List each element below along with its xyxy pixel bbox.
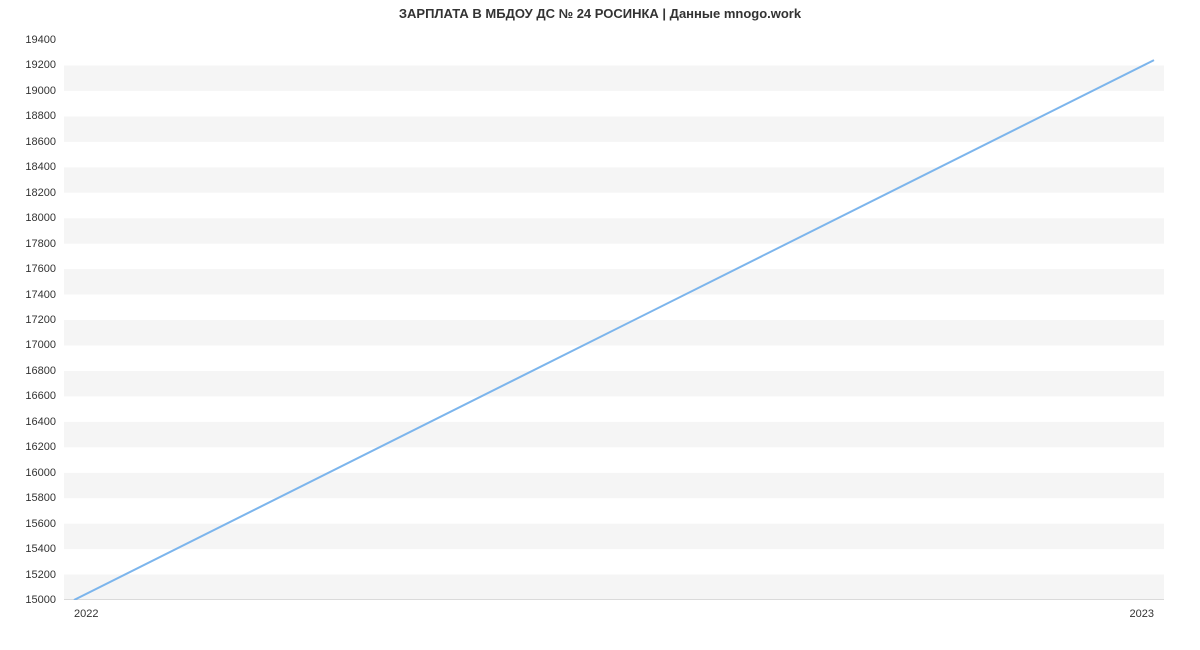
y-tick-label: 19000 — [25, 85, 56, 97]
y-tick-label: 16400 — [25, 416, 56, 428]
y-tick-label: 18000 — [25, 212, 56, 224]
y-tick-label: 18600 — [25, 136, 56, 148]
y-tick-label: 17600 — [25, 263, 56, 275]
x-axis-labels: 2022 2023 — [64, 604, 1164, 624]
y-tick-label: 15800 — [25, 492, 56, 504]
y-tick-label: 16000 — [25, 467, 56, 479]
x-tick-label: 2023 — [1130, 608, 1154, 620]
y-tick-label: 15400 — [25, 543, 56, 555]
y-tick-label: 18200 — [25, 187, 56, 199]
y-tick-label: 16600 — [25, 390, 56, 402]
y-tick-label: 18400 — [25, 161, 56, 173]
y-tick-label: 15600 — [25, 518, 56, 530]
y-tick-label: 16800 — [25, 365, 56, 377]
y-tick-label: 16200 — [25, 441, 56, 453]
chart-container: ЗАРПЛАТА В МБДОУ ДС № 24 РОСИНКА | Данны… — [0, 0, 1200, 650]
y-tick-label: 15200 — [25, 569, 56, 581]
y-tick-label: 17800 — [25, 238, 56, 250]
y-tick-label: 18800 — [25, 110, 56, 122]
chart-svg — [64, 40, 1164, 600]
y-tick-label: 17400 — [25, 289, 56, 301]
plot-area — [64, 40, 1164, 600]
x-tick-label: 2022 — [74, 608, 98, 620]
y-tick-label: 15000 — [25, 594, 56, 606]
y-tick-label: 17000 — [25, 339, 56, 351]
y-tick-label: 19400 — [25, 34, 56, 46]
y-tick-label: 17200 — [25, 314, 56, 326]
chart-title: ЗАРПЛАТА В МБДОУ ДС № 24 РОСИНКА | Данны… — [0, 6, 1200, 21]
y-axis-labels: 1500015200154001560015800160001620016400… — [0, 40, 64, 600]
y-tick-label: 19200 — [25, 59, 56, 71]
